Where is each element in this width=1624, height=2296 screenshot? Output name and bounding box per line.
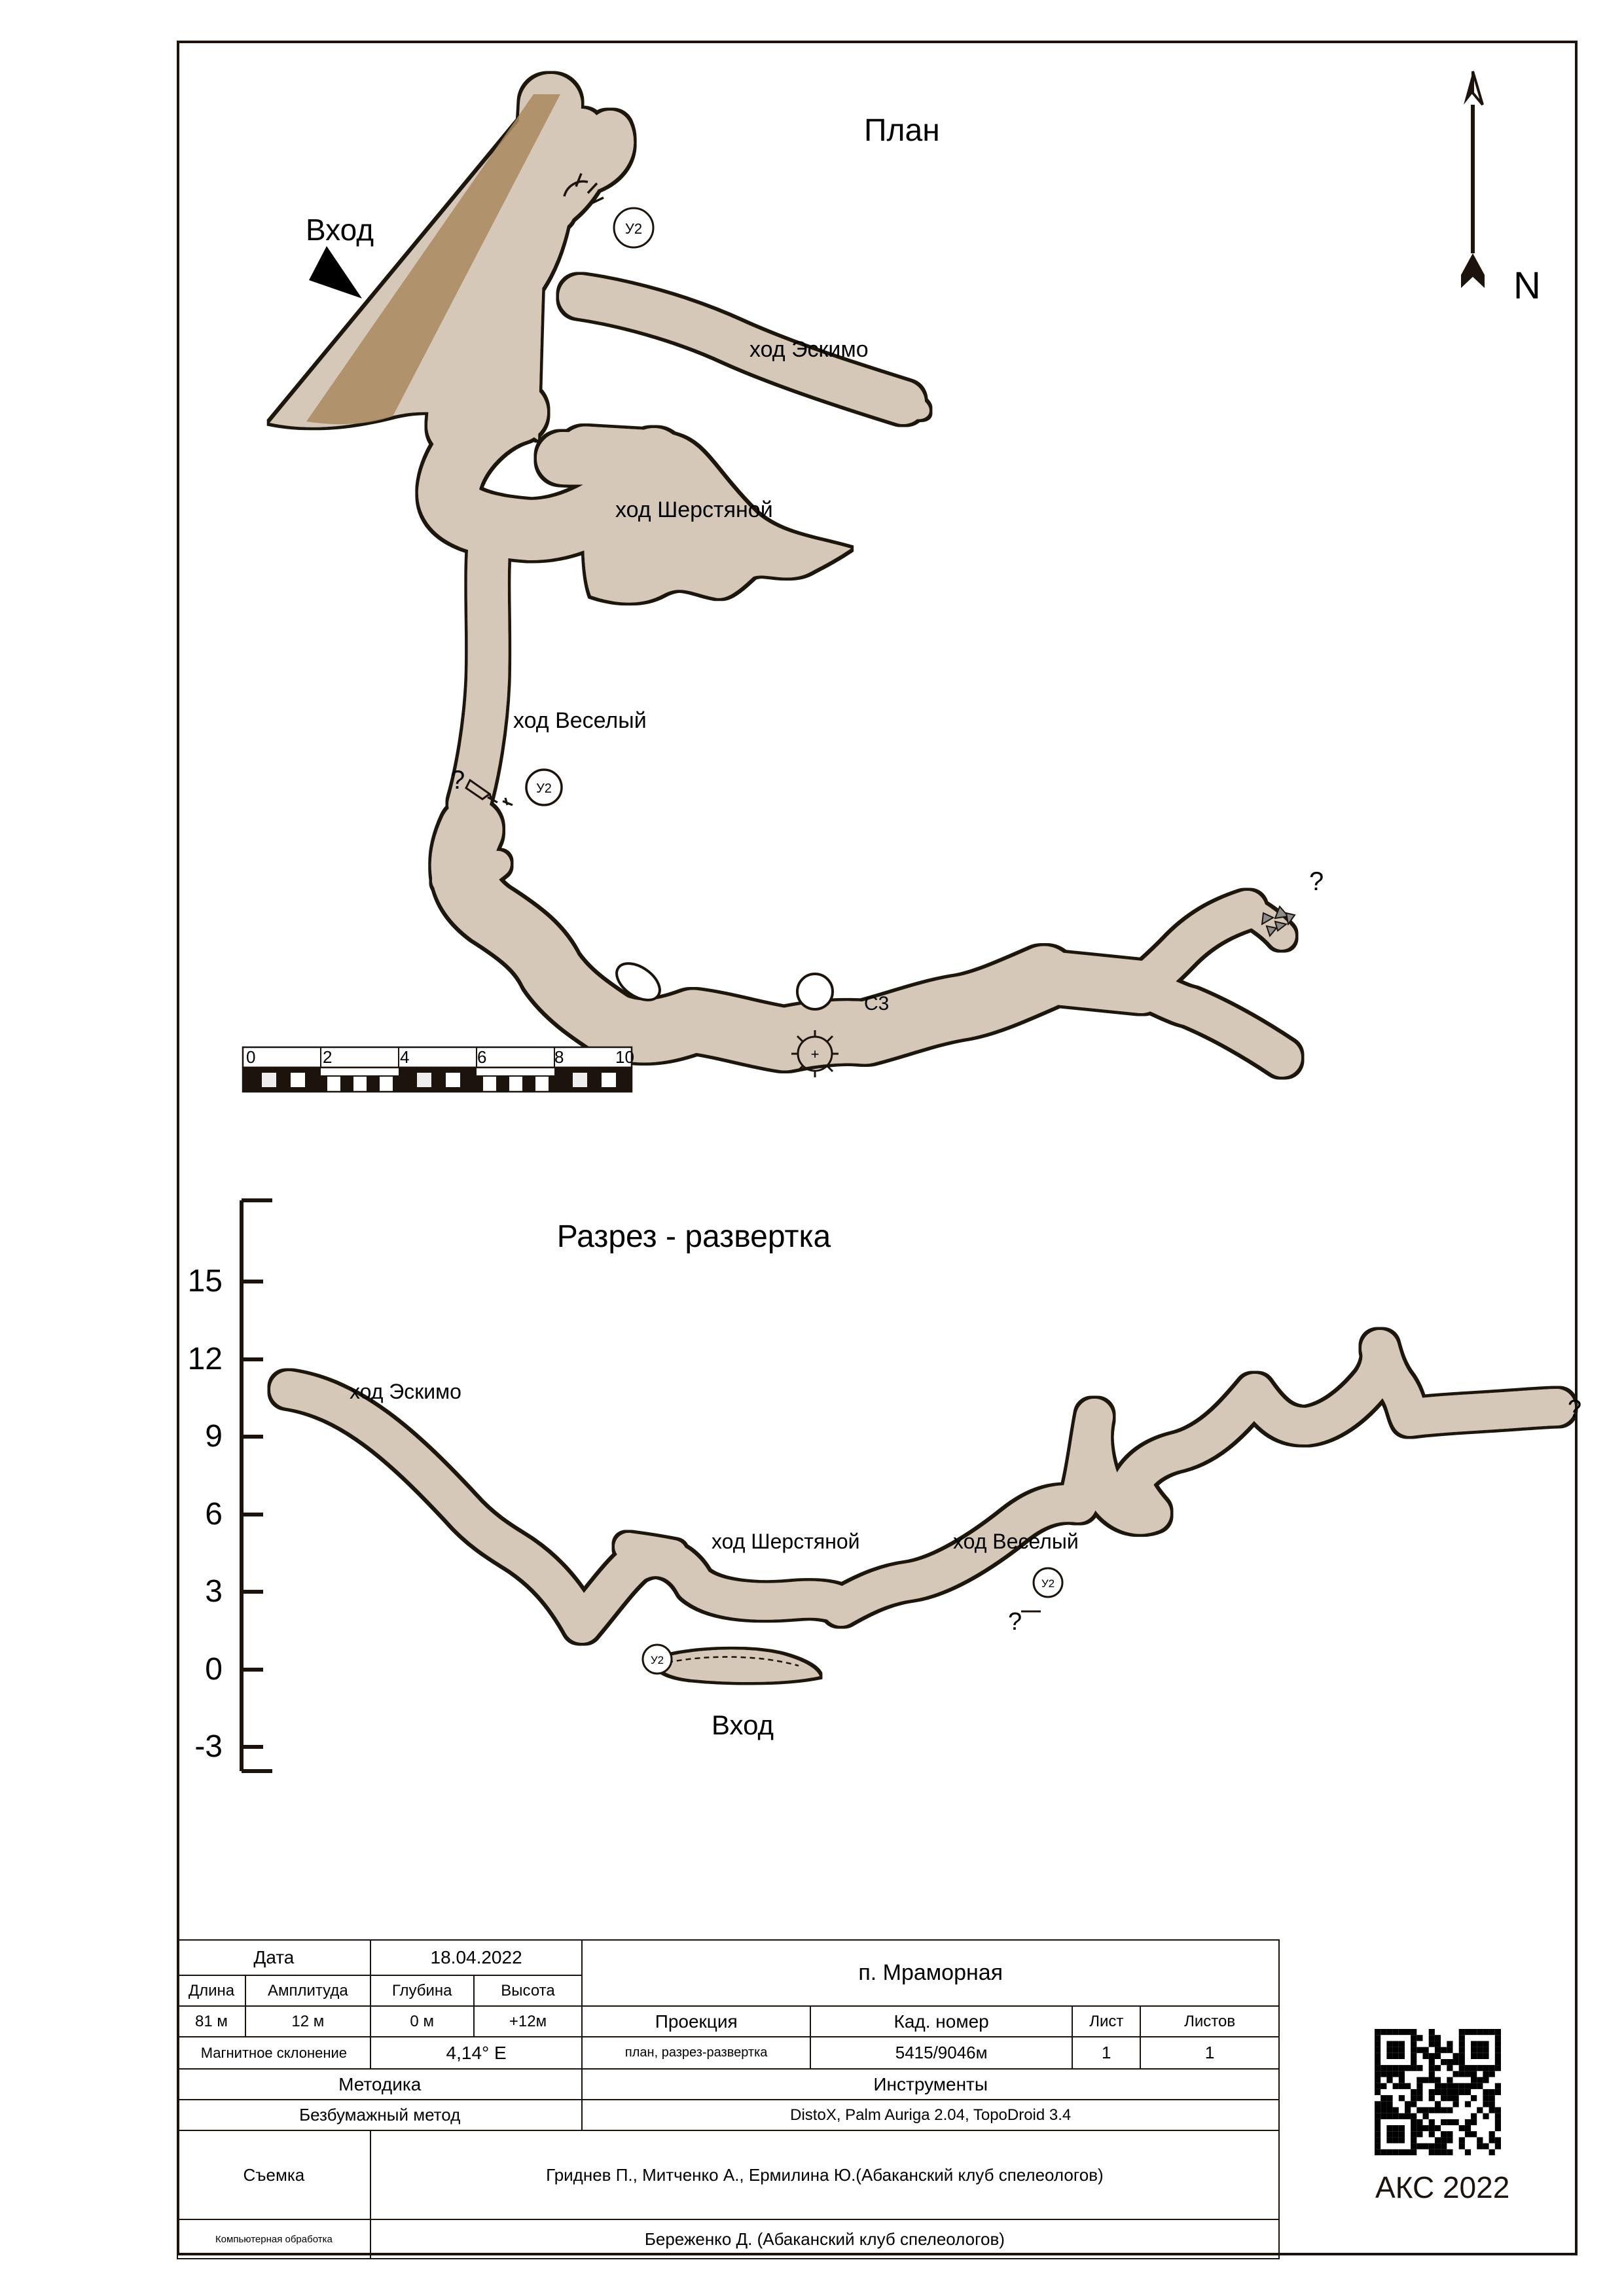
svg-text:+: + [811, 1046, 820, 1062]
svg-text:Вход: Вход [712, 1710, 774, 1740]
svg-text:С3: С3 [864, 993, 889, 1014]
svg-text:У2: У2 [536, 781, 552, 796]
svg-text:АКС 2022: АКС 2022 [1375, 2170, 1509, 2204]
svg-text:ход Шерстяной: ход Шерстяной [712, 1530, 860, 1553]
svg-text:Разрез - развертка: Разрез - развертка [557, 1219, 831, 1254]
svg-text:У2: У2 [1041, 1577, 1055, 1590]
svg-text:4: 4 [400, 1047, 409, 1067]
svg-text:0: 0 [205, 1652, 223, 1687]
svg-text:6: 6 [205, 1497, 223, 1532]
svg-text:У2: У2 [651, 1654, 664, 1666]
svg-text:?: ? [1568, 1395, 1581, 1423]
svg-text:N: N [1513, 264, 1541, 307]
svg-text:15: 15 [188, 1264, 223, 1299]
svg-text:?: ? [1309, 867, 1324, 896]
svg-text:8: 8 [554, 1047, 564, 1067]
svg-text:-3: -3 [194, 1729, 223, 1764]
svg-text:План: План [864, 113, 940, 148]
svg-text:?: ? [1008, 1608, 1022, 1636]
svg-text:ход Веселый: ход Веселый [513, 708, 647, 733]
svg-text:ход Эскимо: ход Эскимо [350, 1380, 461, 1403]
svg-text:У2: У2 [625, 221, 642, 237]
svg-text:ход Эскимо: ход Эскимо [749, 337, 869, 362]
svg-text:ход Веселый: ход Веселый [953, 1530, 1079, 1553]
svg-text:0: 0 [246, 1047, 255, 1067]
svg-text:Вход: Вход [306, 213, 374, 247]
svg-text:3: 3 [205, 1574, 223, 1609]
svg-text:?: ? [450, 766, 465, 795]
svg-text:12: 12 [188, 1342, 223, 1376]
svg-text:9: 9 [205, 1419, 223, 1454]
svg-text:6: 6 [477, 1047, 486, 1067]
svg-text:ход Шерстяной: ход Шерстяной [615, 497, 773, 522]
svg-text:2: 2 [323, 1047, 332, 1067]
